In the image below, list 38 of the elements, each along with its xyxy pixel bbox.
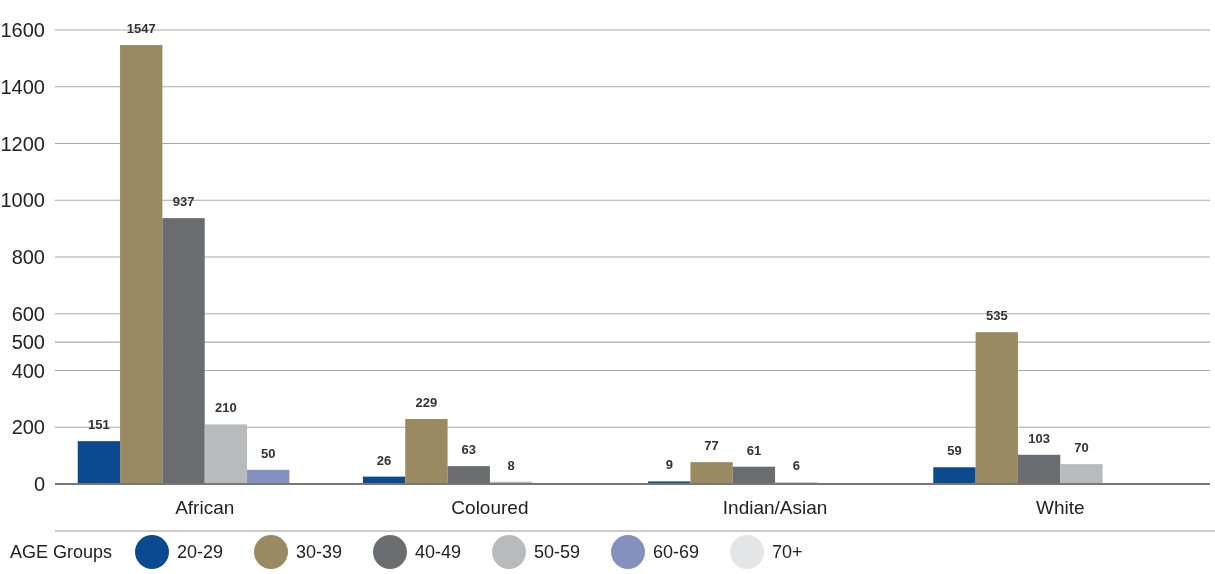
- y-tick-label: 0: [33, 473, 45, 495]
- y-tick-label: 800: [11, 246, 45, 268]
- legend-label: 30-39: [296, 542, 343, 562]
- x-tick-label: Coloured: [451, 497, 529, 518]
- data-label: 26: [376, 452, 392, 468]
- data-label: 210: [215, 400, 237, 416]
- data-label: 59: [947, 443, 962, 459]
- legend-label: 20-29: [177, 542, 224, 562]
- data-label: 937: [172, 194, 195, 210]
- x-tick-label: White: [1035, 497, 1085, 518]
- data-label: 50: [260, 445, 276, 461]
- data-label: 6: [792, 458, 800, 474]
- data-label: 77: [704, 438, 719, 454]
- data-label: 229: [415, 395, 438, 411]
- data-label: 63: [461, 442, 476, 458]
- legend-label: 40-49: [415, 542, 462, 562]
- legend-label: 50-59: [534, 542, 581, 562]
- data-label: 61: [746, 442, 762, 458]
- y-tick-label: 500: [11, 331, 45, 354]
- data-label: 1547: [126, 21, 156, 37]
- y-tick-label: 1600: [0, 19, 45, 41]
- legend-title: AGE Groups: [10, 542, 113, 562]
- data-label: 103: [1028, 430, 1050, 446]
- data-label: 9: [665, 457, 673, 473]
- y-tick-label: 600: [11, 302, 45, 325]
- y-tick-label: 200: [11, 416, 45, 439]
- data-label: 70: [1074, 440, 1089, 456]
- legend-label: 70+: [772, 542, 803, 562]
- data-label: 151: [88, 417, 110, 433]
- y-tick-label: 1000: [0, 189, 45, 212]
- data-label: 8: [507, 457, 515, 473]
- legend-label: 60-69: [653, 542, 700, 562]
- x-tick-label: Indian/Asian: [722, 497, 828, 518]
- x-tick-label: African: [175, 497, 235, 518]
- data-label: 535: [985, 308, 1008, 324]
- y-tick-label: 1400: [0, 75, 45, 98]
- y-tick-label: 400: [11, 359, 45, 382]
- y-tick-label: 1200: [0, 132, 45, 155]
